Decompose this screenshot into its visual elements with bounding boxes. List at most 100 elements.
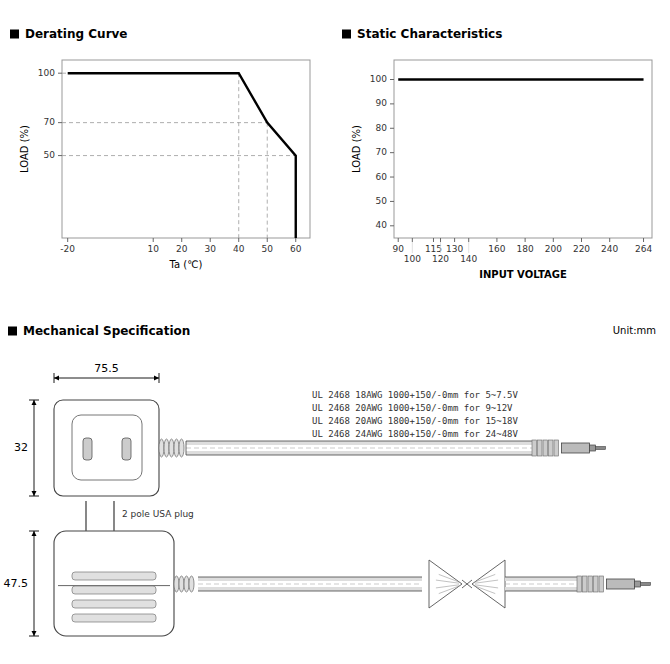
x-tick [496, 238, 497, 242]
x-tick [412, 238, 413, 242]
page: 5070100-20102030405060Ta (℃)LOAD (%)Dera… [0, 0, 670, 664]
cable-loop-strand [439, 574, 459, 582]
x-tick-label: 180 [517, 244, 534, 254]
x-tick-label: 40 [233, 244, 245, 254]
cable-loop-strand [475, 574, 495, 582]
dimension-line [54, 378, 159, 379]
section-title: Static Characteristics [357, 27, 502, 41]
x-tick [67, 238, 68, 242]
ferrite-ring [532, 440, 537, 456]
y-tick-label: 40 [376, 220, 388, 230]
dimension-tick [29, 400, 39, 401]
ferrite-ring [577, 576, 582, 592]
data-line [398, 78, 643, 80]
ferrite-ring [588, 576, 593, 592]
section-marker [342, 30, 351, 39]
cable-edge [505, 577, 577, 578]
x-tick-leader [440, 242, 441, 253]
chart: 4050607080901009010011512013014016018020… [351, 60, 652, 280]
x-tick-leader [468, 242, 469, 253]
dc-plug [562, 443, 590, 453]
x-tick [238, 238, 239, 242]
plot-area [398, 79, 643, 80]
cable-edge [198, 591, 422, 592]
strain-relief [189, 576, 194, 592]
y-tick [58, 73, 62, 74]
section-marker [10, 30, 19, 39]
x-tick-label: 220 [573, 244, 590, 254]
cable-end [186, 441, 187, 455]
x-tick [454, 238, 455, 242]
y-tick [390, 177, 394, 178]
dimension-tick [159, 373, 160, 383]
x-tick [581, 238, 582, 242]
dimension-line [34, 531, 35, 636]
dimension-tick [54, 373, 55, 383]
y-tick-label: 50 [376, 196, 388, 206]
section-marker [8, 327, 17, 336]
dimension-label: 47.5 [4, 577, 29, 590]
x-axis-label: Ta (℃) [169, 259, 203, 270]
x-tick-label: 264 [635, 244, 652, 254]
dc-plug [596, 447, 606, 450]
y-tick-label: 100 [370, 74, 387, 84]
strain-relief [169, 439, 174, 457]
cable-loop [472, 560, 505, 608]
plug-label: 2 pole USA plug [122, 509, 194, 519]
x-tick-label: 30 [205, 244, 217, 254]
cable-edge [186, 455, 532, 456]
x-tick-label: 60 [290, 244, 302, 254]
mechanical-drawing: 75.532UL 2468 18AWG 1000+150/-0mm for 5~… [4, 362, 651, 636]
strain-relief [184, 576, 189, 592]
cable-edge [505, 591, 577, 592]
x-tick [643, 238, 644, 242]
cable-center [198, 584, 422, 585]
y-tick [390, 103, 394, 104]
dc-plug [590, 445, 596, 451]
cable-edge [198, 577, 422, 578]
unit-label: Unit:mm [613, 325, 656, 336]
adapter-body [54, 400, 159, 496]
ferrite-ring [594, 576, 599, 592]
x-tick [398, 238, 399, 242]
y-tick-label: 80 [376, 123, 388, 133]
prong-hole [122, 438, 131, 460]
cable-knot [462, 580, 472, 588]
y-tick-label: 50 [44, 150, 56, 160]
x-tick [525, 238, 526, 242]
cable-knot [462, 580, 472, 588]
dimension-label: 32 [14, 441, 28, 454]
section-title: Mechanical Specification [23, 324, 190, 338]
vent-slot [72, 600, 156, 608]
cable-fill [505, 577, 577, 581]
guide-line [62, 122, 267, 123]
guide-line [267, 123, 268, 238]
cable-spec: UL 2468 24AWG 1800+150/-0mm for 24~48V [312, 429, 518, 439]
x-tick-label: 200 [545, 244, 562, 254]
x-tick-label: 10 [147, 244, 159, 254]
dimension-tick [29, 496, 39, 497]
strain-relief [179, 576, 184, 592]
strain-relief [159, 439, 164, 457]
vent-slot [72, 614, 156, 622]
section-title: Derating Curve [25, 27, 128, 41]
x-tick-label: 90 [393, 244, 405, 254]
cable-fill [186, 441, 532, 445]
x-tick-label: 130 [446, 244, 463, 254]
ferrite-ring [583, 576, 588, 592]
dimension-line [34, 400, 35, 496]
x-tick-label: 20 [176, 244, 188, 254]
x-tick-label: -20 [60, 244, 75, 254]
x-tick-label: 240 [601, 244, 618, 254]
x-tick-label: 160 [488, 244, 505, 254]
strain-relief [174, 576, 179, 592]
x-tick [295, 238, 296, 242]
x-tick-label: 140 [460, 254, 477, 264]
x-axis-label: INPUT VOLTAGE [479, 269, 567, 280]
x-tick [468, 238, 469, 242]
cable-center [505, 584, 577, 585]
cable-loop-strand [436, 585, 459, 588]
cable-spec: UL 2468 20AWG 1000+150/-0mm for 9~12V [312, 403, 513, 413]
plot-frame [62, 60, 310, 238]
y-axis-label: LOAD (%) [19, 125, 30, 173]
